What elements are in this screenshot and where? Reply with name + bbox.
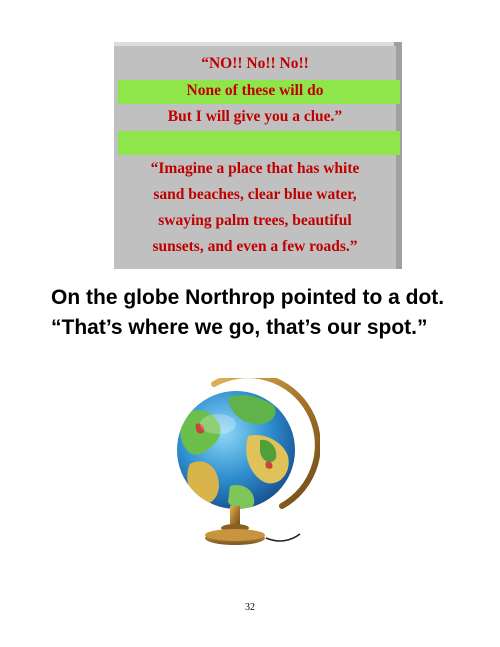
highlight-band [118,131,400,155]
caption-line: On the globe Northrop pointed to a dot. [51,286,445,309]
box-top-bevel [114,42,402,49]
dialogue-line: None of these will do [186,82,324,99]
box-face: “NO!! No!! No!! None of these will do Bu… [114,46,400,269]
dialogue-line: sunsets, and even a few roads.” [152,238,358,255]
globe-icon [177,372,321,545]
globe-illustration [170,372,321,550]
highlight-band [118,80,400,104]
dialogue-line: sand beaches, clear blue water, [153,186,357,203]
caption-line: “That’s where we go, that’s our spot.” [51,316,428,339]
dialogue-line: “Imagine a place that has white [150,160,360,177]
dialogue-line: But I will give you a clue.” [167,108,343,125]
dialogue-line: swaying palm trees, beautiful [158,212,352,229]
dialogue-box: “NO!! No!! No!! None of these will do Bu… [114,42,402,269]
page-number: 32 [245,602,255,613]
box-side-bevel [394,42,402,269]
dialogue-line: “NO!! No!! No!! [201,55,309,72]
